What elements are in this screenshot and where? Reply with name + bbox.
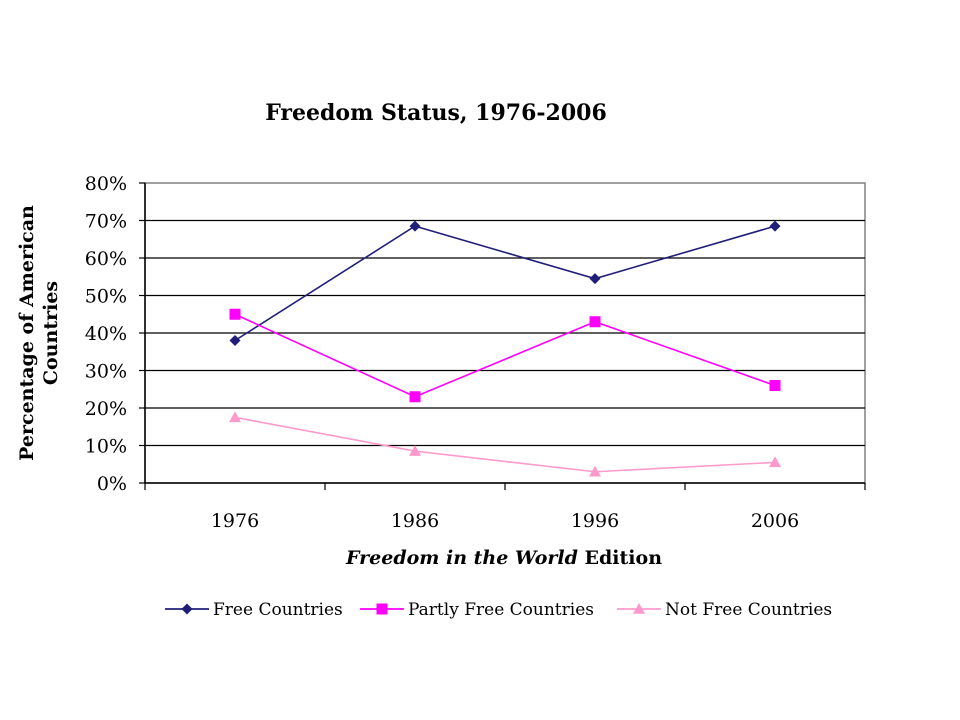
y-tick-label: 0% [97, 473, 127, 495]
data-point [229, 308, 241, 320]
y-tick-label: 80% [85, 173, 127, 195]
x-axis-label-italic: Freedom in the World [345, 547, 578, 569]
data-point [589, 273, 601, 285]
y-axis-ticks: 0% 10% 20% 30% 40% 50% 60% 70% 80% [85, 173, 145, 495]
data-point [769, 220, 781, 232]
series-2 [229, 308, 781, 403]
data-point [409, 220, 421, 232]
legend-marker [376, 603, 388, 615]
y-tick-label: 60% [85, 248, 127, 270]
data-point [229, 335, 241, 346]
x-axis-label-rest: Edition [578, 547, 662, 569]
y-tick-label: 50% [85, 286, 127, 308]
legend-item: Free Countries [165, 600, 343, 620]
legend-item: Partly Free Countries [360, 600, 594, 620]
y-tick-label: 70% [85, 211, 127, 233]
x-axis-label: Freedom in the World Edition [345, 547, 662, 569]
legend-marker [633, 603, 645, 614]
legend-label: Not Free Countries [665, 600, 832, 620]
series-line [234, 313, 776, 398]
data-point [229, 411, 241, 423]
y-axis-label-line1: Percentage of American [16, 205, 38, 461]
y-tick-label: 20% [85, 398, 127, 420]
x-tick-label: 1986 [391, 510, 439, 532]
legend-label: Partly Free Countries [408, 600, 594, 620]
y-axis-label-line2: Countries [40, 281, 62, 385]
series-layer [229, 220, 781, 477]
data-point [589, 465, 601, 477]
legend-marker [181, 603, 193, 615]
data-point [769, 380, 781, 391]
gridlines [145, 219, 865, 447]
series-3 [229, 411, 781, 477]
series-line [234, 416, 776, 473]
y-tick-label: 10% [85, 436, 127, 458]
data-point [769, 456, 781, 468]
chart-title: Freedom Status, 1976-2006 [265, 100, 607, 126]
data-point [409, 445, 421, 456]
x-tick-label: 1996 [571, 510, 619, 532]
x-axis: 1976 1986 1996 2006 [144, 183, 866, 532]
series-1 [229, 220, 781, 346]
data-point [409, 391, 421, 403]
y-axis-label: Percentage of American Countries [16, 205, 62, 461]
x-tick-label: 2006 [751, 510, 799, 532]
y-tick-label: 40% [85, 323, 127, 345]
y-tick-label: 30% [85, 361, 127, 383]
data-point [589, 316, 601, 328]
legend-label: Free Countries [213, 600, 343, 620]
legend-item: Not Free Countries [617, 600, 832, 620]
x-tick-label: 1976 [211, 510, 259, 532]
legend: Free Countries Partly Free Countries Not F… [165, 600, 832, 620]
series-line [234, 225, 776, 342]
